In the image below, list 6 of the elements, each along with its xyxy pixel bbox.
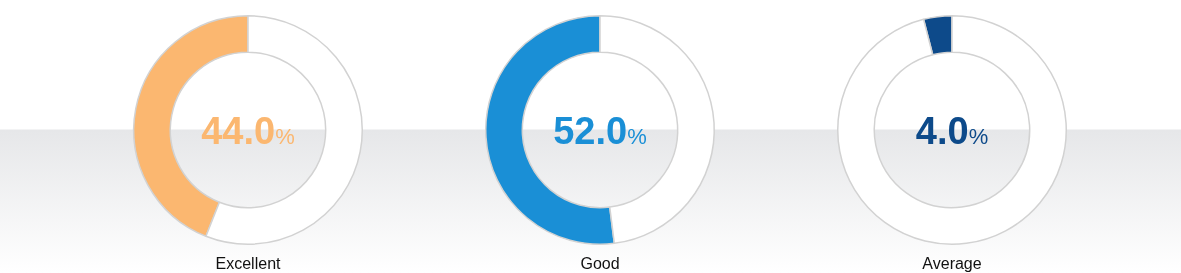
text: 4.0%: [915, 110, 989, 152]
text: Average: [922, 255, 982, 273]
text: 52.0%: [553, 110, 647, 152]
text: Excellent: [215, 255, 282, 273]
text: Good: [580, 255, 620, 273]
text: 44.0%: [201, 110, 295, 152]
